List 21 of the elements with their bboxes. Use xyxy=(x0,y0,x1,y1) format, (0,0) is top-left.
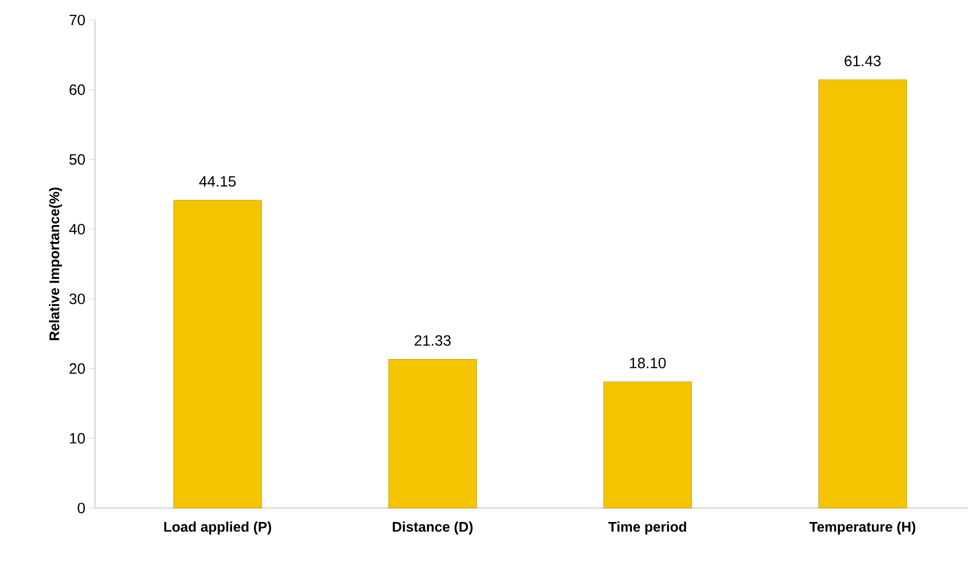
y-tick-label: 20 xyxy=(70,363,85,374)
bar xyxy=(173,200,262,508)
x-tick-label: Distance (D) xyxy=(392,522,473,535)
data-label: 18.10 xyxy=(630,358,666,368)
x-tick-label: Temperature (H) xyxy=(809,522,916,535)
x-tick-label: Time period xyxy=(608,522,686,535)
data-label: 61.43 xyxy=(844,56,881,66)
x-tick-label: Load applied (P) xyxy=(164,522,272,535)
y-tick-label: 40 xyxy=(69,224,85,234)
data-label: 21.33 xyxy=(414,335,451,346)
y-tick-label: 70 xyxy=(70,14,85,26)
y-tick-label: 50 xyxy=(69,154,85,165)
y-tick-label: 10 xyxy=(70,432,85,444)
y-axis-title: Relative Importance(%) xyxy=(49,188,62,340)
y-tick-label: 30 xyxy=(69,294,85,304)
y-tick-label: 60 xyxy=(70,84,85,95)
bar xyxy=(818,80,907,508)
bar xyxy=(388,359,477,508)
data-label: 44.15 xyxy=(199,176,236,187)
y-tick-label: 0 xyxy=(78,502,85,514)
bar xyxy=(603,382,692,508)
